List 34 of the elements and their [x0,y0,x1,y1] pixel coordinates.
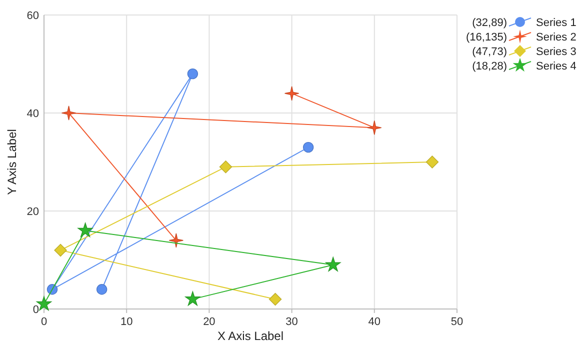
point [96,284,108,295]
text: (18,28) [472,60,507,72]
point [78,222,93,238]
legend-label: Series 4 [536,60,576,72]
x-tick-label: 40 [368,316,381,328]
point [284,86,300,101]
legend-label: Series 2 [536,32,576,44]
x-axis-title: X Axis Label [217,329,284,343]
y-tick-label: 20 [26,206,39,218]
text: (16,135) [466,32,507,44]
legend-label: Series 1 [536,17,576,29]
legend-label: Series 3 [536,46,576,58]
point [168,233,184,248]
y-tick-label: 60 [26,10,39,22]
point [54,244,67,257]
point [426,156,439,168]
point [185,291,200,306]
text: (32,89) [472,17,507,29]
x-tick-label: 0 [40,316,48,328]
point [61,106,76,120]
point [187,68,198,80]
x-tick-label: 50 [450,316,464,328]
point [302,142,314,153]
y-axis-title: Y Axis Label [5,129,19,195]
point [326,256,341,272]
x-tick-label: 30 [286,316,298,328]
point [219,160,232,174]
y-tick-label: 40 [26,108,39,120]
y-tick-label: 0 [32,304,39,316]
point [268,292,282,306]
text: (47,73) [472,46,507,58]
x-tick-label: 10 [120,316,133,328]
x-tick-label: 20 [203,316,216,328]
point [367,120,382,136]
